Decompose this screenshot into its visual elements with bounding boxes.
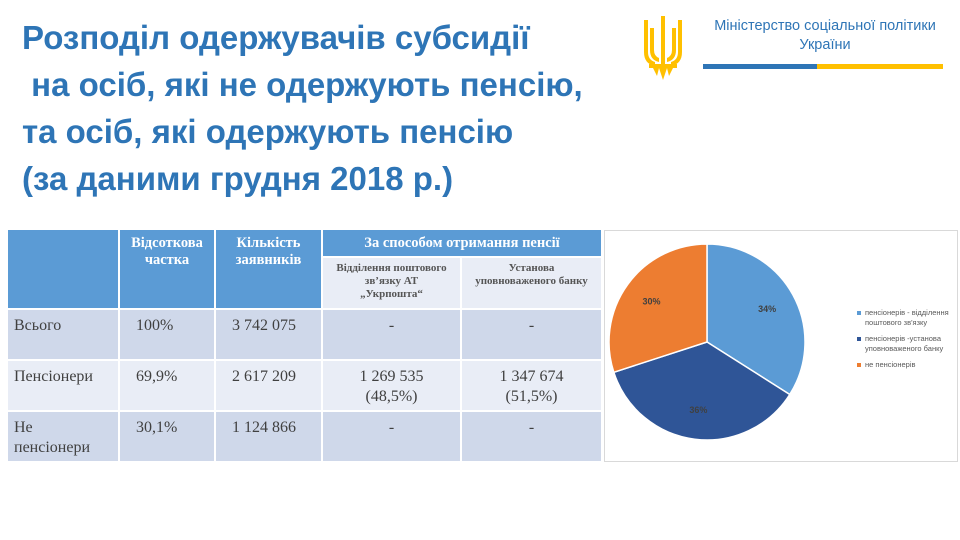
table-header-row: Відсоткова частка Кількість заявників За…: [6, 228, 604, 310]
subheader-bank-line-2: уповноваженого банку: [475, 275, 588, 287]
row-post: 1 269 535 (48,5%): [321, 359, 462, 412]
chart-legend: пенсіонерів - відділення поштового зв'язк…: [857, 308, 957, 376]
ministry-name-line-1: Міністерство соціальної політики: [714, 18, 936, 34]
row-share: 30,1%: [118, 410, 216, 463]
legend-item-2: пенсіонерів -установа уповноваженого банк…: [857, 334, 957, 354]
legend-swatch-1: [857, 311, 861, 315]
header-count-line-1: Кількість: [236, 235, 301, 251]
page-title: Розподіл одержувачів субсидії на осіб, я…: [22, 14, 622, 202]
header-group-label: За способом отримання пенсії: [364, 235, 560, 251]
trident-icon: [644, 16, 682, 80]
title-line-3: та осіб, які одержують пенсію: [22, 113, 514, 150]
subheader-bank: Установа уповноваженого банку: [459, 256, 604, 310]
legend-swatch-3: [857, 363, 861, 367]
row-label-line-2: пенсіонери: [14, 439, 90, 456]
header-count-line-2: заявників: [235, 252, 302, 268]
pie-data-label-1: 34%: [758, 304, 776, 314]
subsidy-table: Відсоткова частка Кількість заявників За…: [6, 228, 604, 463]
title-line-2: на осіб, які не одержують пенсію,: [22, 66, 583, 103]
table-row: Всього 100% 3 742 075 - -: [6, 308, 604, 361]
row-bank: 1 347 674 (51,5%): [459, 359, 604, 412]
legend-label-1-line-2: поштового зв'язку: [865, 318, 928, 327]
header-share-line-1: Відсоткова: [131, 235, 203, 251]
row-share: 100%: [118, 308, 216, 361]
subheader-bank-line-1: Установа: [508, 262, 555, 274]
legend-item-1: пенсіонерів - відділення поштового зв'язк…: [857, 308, 957, 328]
title-line-4: (за даними грудня 2018 р.): [22, 160, 454, 197]
pie-data-label-2: 36%: [689, 405, 707, 415]
row-post-line-1: -: [388, 317, 395, 334]
row-bank-line-2: (51,5%): [505, 388, 558, 405]
legend-item-3: не пенсіонерів: [857, 360, 957, 370]
legend-label-2-line-2: уповноваженого банку: [865, 344, 944, 353]
flag-divider-blue: [703, 64, 817, 69]
row-label-line-1: Не: [14, 419, 33, 436]
subheader-post-line-3: „Укрпошта“: [360, 288, 423, 300]
header-empty-cell: [6, 228, 120, 310]
row-bank: -: [459, 308, 604, 361]
table-row: Не пенсіонери 30,1% 1 124 866 - -: [6, 410, 604, 463]
pie-chart-plot: 34% 36% 30%: [608, 243, 806, 441]
row-label: Не пенсіонери: [6, 410, 120, 463]
row-count: 2 617 209: [214, 359, 323, 412]
flag-divider-yellow: [817, 64, 943, 69]
row-count: 1 124 866: [214, 410, 323, 463]
row-post-line-1: 1 269 535: [359, 368, 424, 385]
header-share: Відсоткова частка: [118, 228, 216, 310]
row-bank-line-1: 1 347 674: [499, 368, 564, 385]
row-post: -: [321, 410, 462, 463]
row-share: 69,9%: [118, 359, 216, 412]
row-label-line-1: Пенсіонери: [14, 368, 93, 385]
ministry-name-line-2: України: [799, 37, 851, 53]
table-row: Пенсіонери 69,9% 2 617 209 1 269 535 (48…: [6, 359, 604, 412]
flag-divider: [703, 64, 943, 69]
subheader-post-line-1: Відділення поштового: [336, 262, 447, 274]
pie-data-label-3: 30%: [642, 297, 660, 307]
subheader-post-line-2: зв’язку АТ: [364, 275, 419, 287]
row-post-line-2: (48,5%): [365, 388, 418, 405]
pie-slice-2: [612, 341, 791, 441]
header-group: За способом отримання пенсії: [320, 228, 604, 258]
row-label-line-1: Всього: [14, 317, 62, 334]
title-line-1: Розподіл одержувачів субсидії: [22, 19, 530, 56]
subheader-post: Відділення поштового зв’язку АТ „Укрпошт…: [321, 256, 462, 310]
row-bank-line-1: -: [528, 419, 535, 436]
row-post: -: [321, 308, 462, 361]
ministry-name: Міністерство соціальної політики України: [695, 17, 955, 55]
pie-slice-3: [608, 243, 708, 374]
legend-label-1-line-1: пенсіонерів - відділення: [865, 308, 949, 317]
header-count: Кількість заявників: [214, 228, 323, 310]
legend-label-3-line-1: не пенсіонерів: [865, 360, 916, 369]
legend-label-2-line-1: пенсіонерів -установа: [865, 334, 941, 343]
row-bank: -: [459, 410, 604, 463]
row-label: Пенсіонери: [6, 359, 120, 412]
row-label: Всього: [6, 308, 120, 361]
pie-chart: 34% 36% 30% пенсіонерів - відділення поштов…: [604, 230, 958, 462]
legend-swatch-2: [857, 337, 861, 341]
row-bank-line-1: -: [528, 317, 535, 334]
table-subheader-row: Відділення поштового зв’язку АТ „Укрпошт…: [7, 256, 604, 310]
row-post-line-1: -: [388, 419, 395, 436]
header-share-line-2: частка: [144, 252, 190, 268]
row-count: 3 742 075: [214, 308, 323, 361]
